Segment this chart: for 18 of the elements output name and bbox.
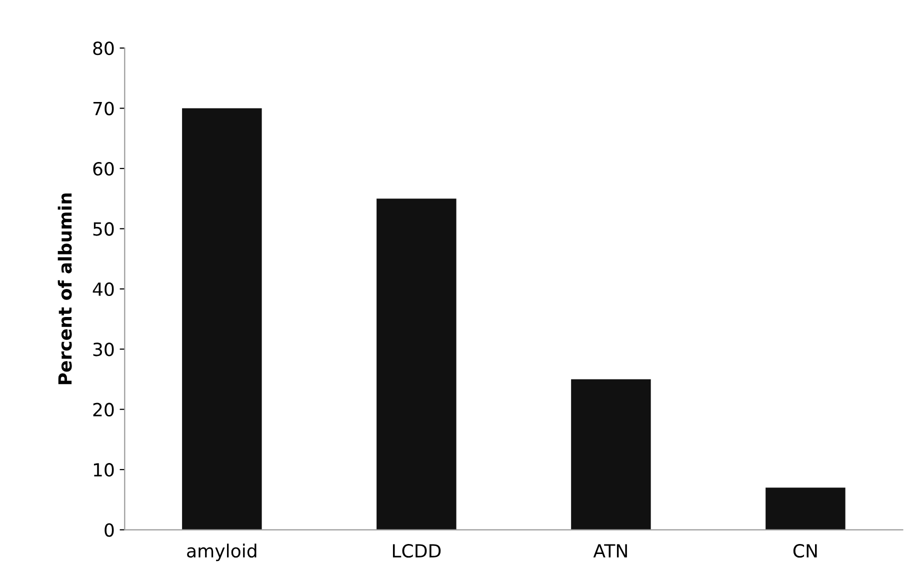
x-tick-label: LCDD: [392, 544, 441, 558]
bar: [376, 198, 456, 530]
bar: [766, 488, 846, 530]
y-tick-label: 10: [94, 463, 114, 477]
y-axis-title: Percent of albumin: [58, 194, 72, 384]
x-tick-label: amyloid: [187, 544, 256, 562]
y-tick-label: 50: [93, 222, 114, 236]
bar: [571, 379, 651, 530]
x-tick-label: CN: [793, 544, 817, 558]
y-tick-label: 70: [93, 102, 114, 116]
y-tick-label: 60: [93, 162, 114, 176]
y-tick-label: 20: [93, 402, 114, 416]
y-tick-label: 80: [93, 42, 114, 56]
y-tick-label: 30: [93, 342, 114, 356]
y-tick-label: 0: [104, 523, 114, 537]
y-tick-label: 40: [92, 282, 114, 296]
x-tick-label: ATN: [593, 544, 627, 558]
bar: [182, 108, 262, 530]
